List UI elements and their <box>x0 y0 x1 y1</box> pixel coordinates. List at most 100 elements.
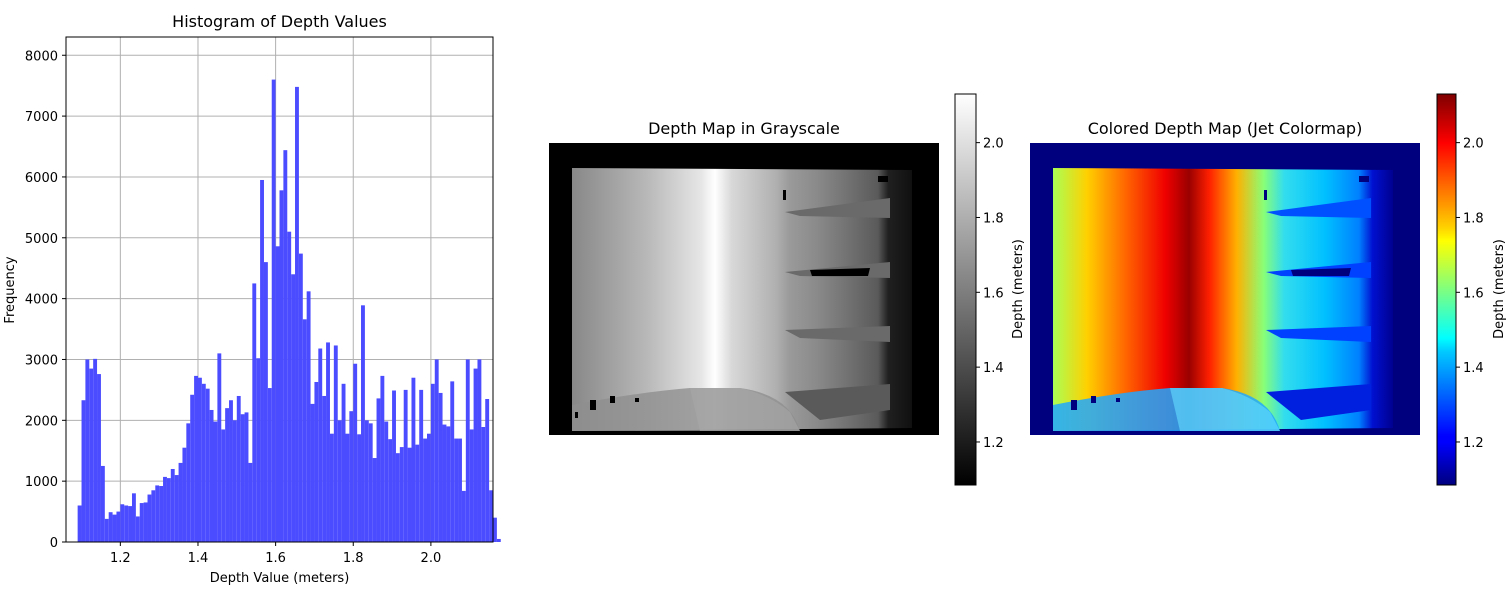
jet-map-title: Colored Depth Map (Jet Colormap) <box>1088 119 1363 138</box>
histogram-bar <box>260 179 264 542</box>
histogram-bar <box>318 348 323 542</box>
histogram-bar <box>496 538 501 542</box>
histogram-x-tick-label: 2.0 <box>421 551 442 566</box>
histogram-bar <box>77 505 82 542</box>
histogram-bar <box>267 388 272 542</box>
histogram-bar <box>248 462 253 542</box>
histogram-bar <box>155 485 160 542</box>
histogram-bar <box>411 377 416 542</box>
histogram-bar <box>89 368 94 542</box>
histogram-bar <box>120 504 125 542</box>
histogram-bar <box>232 420 237 542</box>
histogram-bar <box>225 408 230 542</box>
histogram-bar <box>302 319 307 542</box>
histogram-bar <box>430 383 435 542</box>
histogram-bar <box>108 512 113 542</box>
histogram-bar <box>361 305 365 542</box>
histogram-bar <box>337 420 342 542</box>
histogram-bar <box>364 420 369 542</box>
histogram-bar <box>112 514 117 542</box>
histogram-bar <box>442 424 447 542</box>
histogram-bar <box>213 421 218 542</box>
histogram-bar <box>419 389 424 542</box>
histogram-bar <box>481 427 486 542</box>
histogram-x-tick-label: 1.4 <box>188 551 209 566</box>
colorbar-tick-label: 1.4 <box>1463 361 1484 376</box>
histogram-bar <box>314 381 319 542</box>
histogram-bar <box>384 421 389 542</box>
histogram-y-tick-label: 3000 <box>25 353 58 368</box>
histogram-bar <box>279 190 284 542</box>
jet-colorbar-ticks: 1.2 1.4 1.6 1.8 2.0 <box>1456 137 1484 451</box>
histogram-bar <box>256 358 261 542</box>
histogram-bar <box>489 490 493 542</box>
histogram-bar <box>147 494 152 542</box>
histogram-bar <box>128 506 132 542</box>
histogram-bar <box>465 359 470 542</box>
histogram-bar <box>461 490 466 542</box>
histogram-bar <box>368 423 373 542</box>
histogram-bar <box>310 403 315 542</box>
jet-depth-image <box>1030 143 1420 435</box>
histogram-bar <box>166 478 171 542</box>
grayscale-colorbar-label: Depth (meters) <box>1011 239 1026 339</box>
histogram-y-ticks: 0 1000 2000 3000 4000 5000 6000 7000 8000 <box>25 49 66 551</box>
histogram-bar <box>236 395 241 542</box>
histogram-bar <box>159 486 164 542</box>
histogram-bars <box>77 79 501 542</box>
histogram-bar <box>298 253 303 542</box>
histogram-bar <box>295 86 299 542</box>
histogram-x-tick-label: 1.8 <box>343 551 364 566</box>
grayscale-colorbar <box>954 93 977 486</box>
histogram-bar <box>493 517 497 542</box>
histogram-bar <box>190 394 195 542</box>
histogram-bar <box>434 359 439 542</box>
histogram-y-tick-label: 6000 <box>25 171 58 186</box>
histogram-bar <box>399 447 404 542</box>
histogram-bar <box>357 434 362 542</box>
histogram-bar <box>104 518 109 542</box>
histogram-bar <box>376 398 381 542</box>
histogram-bar <box>345 433 350 542</box>
histogram-bar <box>124 505 129 542</box>
histogram-bar <box>329 433 334 542</box>
histogram-bar <box>135 516 140 542</box>
colorbar-tick-label: 2.0 <box>1463 137 1484 152</box>
histogram-bar <box>163 476 167 542</box>
histogram-bar <box>380 375 385 542</box>
histogram-x-ticks: 1.2 1.4 1.6 1.8 2.0 <box>110 542 441 566</box>
colorbar-tick-label: 1.6 <box>983 286 1004 301</box>
histogram-plot-frame <box>65 36 494 543</box>
histogram-bar <box>283 150 288 542</box>
histogram-bar <box>209 409 214 542</box>
colorbar-tick-label: 1.8 <box>1463 211 1484 226</box>
colorbar-tick-label: 1.2 <box>1463 436 1484 451</box>
histogram-bar <box>93 358 98 542</box>
colorbar-tick-label: 1.2 <box>983 436 1004 451</box>
histogram-bar <box>469 429 474 542</box>
histogram-y-axis-label: Frequency <box>3 256 18 323</box>
histogram-bar <box>97 374 101 542</box>
histogram-bar <box>271 79 276 542</box>
histogram-bar <box>240 414 245 542</box>
histogram-bar <box>252 283 257 542</box>
histogram-bar <box>423 438 428 542</box>
histogram-bar <box>182 447 187 542</box>
grayscale-depth-image <box>549 143 939 435</box>
histogram-bar <box>201 383 206 542</box>
histogram-bar <box>143 502 148 542</box>
histogram-bar <box>407 447 412 542</box>
histogram-bar <box>446 426 451 542</box>
histogram-bar <box>131 493 136 542</box>
histogram-bar <box>392 390 396 542</box>
histogram-bar <box>349 411 354 542</box>
jet-colorbar <box>1436 93 1457 486</box>
histogram-y-tick-label: 5000 <box>25 232 58 247</box>
histogram-bar <box>194 375 198 542</box>
histogram-bar <box>217 353 222 542</box>
histogram-bar <box>415 444 420 542</box>
histogram-bar <box>275 246 280 542</box>
histogram-bar <box>395 453 400 542</box>
histogram-bar <box>326 342 330 542</box>
